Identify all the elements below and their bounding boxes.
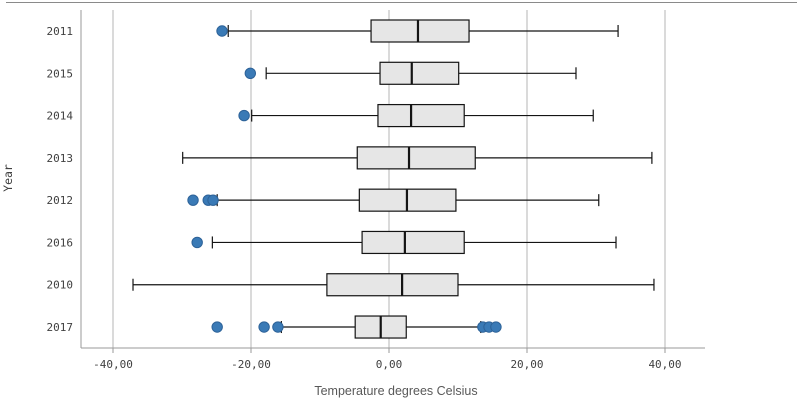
x-tick-label: 0,00 [376, 358, 403, 371]
outlier-dot[interactable] [211, 321, 223, 333]
y-tick-label-2011[interactable]: 2011 [47, 25, 74, 38]
box-row-2017 [211, 315, 502, 339]
outlier-dot[interactable] [207, 194, 219, 206]
y-tick-label-2014[interactable]: 2014 [47, 110, 74, 123]
box-row-2011 [216, 19, 619, 43]
y-axis-title: Year [1, 164, 15, 192]
x-tick-label: -20,00 [231, 358, 271, 371]
grid-layer [112, 10, 666, 348]
x-tick-label: -40,00 [93, 358, 133, 371]
outlier-dot[interactable] [191, 236, 203, 249]
outlier-dot[interactable] [238, 109, 250, 122]
outlier-dot[interactable] [490, 321, 502, 333]
y-tick-label-2013[interactable]: 2013 [47, 152, 74, 165]
y-tick-label-2015[interactable]: 2015 [47, 67, 74, 80]
box-row-2010 [132, 273, 655, 297]
y-tick-label-2012[interactable]: 2012 [47, 194, 74, 207]
box-2014[interactable] [377, 103, 465, 128]
box-row-2016 [191, 230, 617, 255]
box-row-2014 [238, 103, 594, 128]
rows-layer [132, 19, 655, 339]
x-axis-title: Temperature degrees Celsius [314, 384, 477, 398]
y-tick-label-2016[interactable]: 2016 [47, 236, 74, 249]
outlier-dot[interactable] [272, 321, 284, 333]
labels-layer: -40,00 -20,00 0,00 20,00 40,00 2011 2015 2014 20… [47, 25, 682, 371]
box-2015[interactable] [379, 61, 460, 85]
y-tick-label-2017[interactable]: 2017 [47, 321, 74, 334]
box-row-2013 [182, 146, 653, 170]
outlier-dot[interactable] [244, 67, 257, 79]
x-tick-label: 20,00 [510, 358, 543, 371]
x-tick-label: 40,00 [648, 358, 681, 371]
outlier-dot[interactable] [258, 321, 270, 333]
box-row-2012 [187, 188, 600, 212]
box-2010[interactable] [326, 273, 459, 297]
y-tick-label-2010[interactable]: 2010 [47, 279, 74, 292]
outlier-dot[interactable] [187, 194, 199, 206]
box-2016[interactable] [361, 230, 465, 255]
box-2013[interactable] [356, 146, 476, 170]
outlier-dot[interactable] [216, 25, 228, 37]
axis-layer [80, 10, 705, 353]
box-row-2015 [244, 61, 577, 85]
box-2011[interactable] [370, 19, 470, 43]
